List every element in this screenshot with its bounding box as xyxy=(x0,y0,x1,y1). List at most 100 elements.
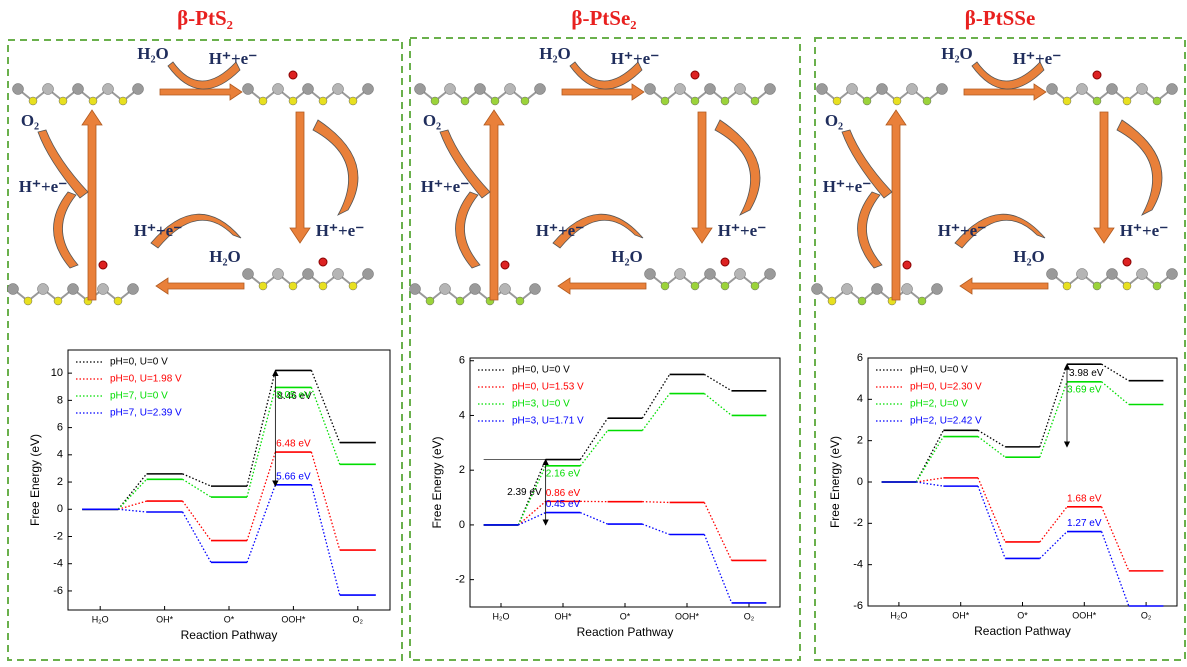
atom xyxy=(500,284,511,295)
y-tick-label: 2 xyxy=(857,435,863,447)
annotation: 0.86 eV xyxy=(546,488,581,499)
atom xyxy=(273,84,284,95)
oxygen xyxy=(319,258,327,266)
connector xyxy=(247,387,275,497)
atom xyxy=(1093,282,1101,290)
x-axis-label: Reaction Pathway xyxy=(974,624,1071,638)
y-tick-label: 0 xyxy=(57,503,63,515)
atom xyxy=(410,284,421,295)
atom xyxy=(303,84,314,95)
connector xyxy=(642,502,669,503)
atom xyxy=(303,269,314,280)
atom xyxy=(333,269,344,280)
legend-label: pH=0, U=0 V xyxy=(910,365,968,376)
atom xyxy=(505,84,516,95)
connector xyxy=(183,474,211,486)
atom xyxy=(475,84,486,95)
atom xyxy=(1093,97,1101,105)
atom xyxy=(1107,269,1118,280)
atom xyxy=(461,97,469,105)
oxygen xyxy=(501,261,509,269)
scheme-label: H⁺+e⁻ xyxy=(938,221,986,240)
legend-label: pH=0, U=2.30 V xyxy=(910,382,982,393)
annotation: 5.66 eV xyxy=(276,471,311,482)
y-axis-label: Free Energy (eV) xyxy=(430,436,444,528)
connector xyxy=(580,418,607,459)
atom xyxy=(1137,269,1148,280)
atom xyxy=(38,284,49,295)
atom xyxy=(817,84,828,95)
atom xyxy=(491,97,499,105)
atom xyxy=(877,84,888,95)
legend-label: pH=3, U=1.71 V xyxy=(512,416,584,427)
legend-label: pH=0, U=1.53 V xyxy=(512,382,584,393)
atom xyxy=(98,284,109,295)
connector xyxy=(642,374,669,418)
atom xyxy=(289,282,297,290)
atom xyxy=(114,297,122,305)
annotation: 2.39 eV xyxy=(507,487,542,498)
atom xyxy=(1153,282,1161,290)
legend-label: pH=0, U=1.98 V xyxy=(110,374,182,385)
connector xyxy=(311,485,339,595)
y-tick-label: 2 xyxy=(459,464,465,476)
connector xyxy=(247,370,275,486)
curved-arrow xyxy=(455,192,480,268)
atom xyxy=(431,97,439,105)
atom xyxy=(243,269,254,280)
x-tick-label: OH* xyxy=(952,610,970,620)
y-tick-label: 4 xyxy=(57,449,63,461)
oxygen xyxy=(1093,71,1101,79)
connector xyxy=(978,486,1005,558)
legend-label: pH=2, U=0 V xyxy=(910,399,968,410)
atom xyxy=(833,97,841,105)
y-tick-label: 6 xyxy=(857,352,863,364)
scheme-label: H⁺+e⁻ xyxy=(718,221,766,240)
plot-frame xyxy=(470,358,780,607)
atom xyxy=(661,282,669,290)
legend-label: pH=2, U=2.42 V xyxy=(910,416,982,427)
x-tick-label: OH* xyxy=(554,611,572,621)
atom xyxy=(661,97,669,105)
atom xyxy=(133,84,144,95)
flow-arrow xyxy=(82,110,102,300)
atom xyxy=(721,282,729,290)
scheme-label: H⁺+e⁻ xyxy=(611,49,659,68)
atom xyxy=(243,84,254,95)
atom xyxy=(923,97,931,105)
atom xyxy=(8,284,19,295)
y-tick-label: 0 xyxy=(857,476,863,488)
atom xyxy=(735,84,746,95)
x-tick-label: O₂ xyxy=(1141,610,1152,620)
scheme-label: O₂ xyxy=(825,111,843,130)
atom xyxy=(319,282,327,290)
atom xyxy=(1077,269,1088,280)
connector xyxy=(311,452,339,550)
y-tick-label: -2 xyxy=(455,574,465,586)
connector xyxy=(1102,364,1129,381)
annotation: 1.27 eV xyxy=(1067,518,1102,529)
atom xyxy=(907,84,918,95)
atom xyxy=(1063,282,1071,290)
atom xyxy=(1063,97,1071,105)
oxygen xyxy=(691,71,699,79)
atom xyxy=(259,282,267,290)
atom xyxy=(54,297,62,305)
atom xyxy=(902,284,913,295)
atom xyxy=(932,284,943,295)
y-tick-label: -6 xyxy=(53,585,63,597)
panel-title: β-PtSe₂ xyxy=(571,6,636,30)
y-tick-label: 8 xyxy=(57,394,63,406)
atom xyxy=(273,269,284,280)
atom xyxy=(765,269,776,280)
flow-arrow xyxy=(692,112,712,243)
legend-label: pH=7, U=0 V xyxy=(110,391,168,402)
atom xyxy=(445,84,456,95)
atom xyxy=(918,297,926,305)
connector xyxy=(183,501,211,540)
scheme-label: H₂O xyxy=(1013,247,1045,266)
atom xyxy=(349,282,357,290)
oxygen xyxy=(903,261,911,269)
y-tick-label: -4 xyxy=(853,559,863,571)
